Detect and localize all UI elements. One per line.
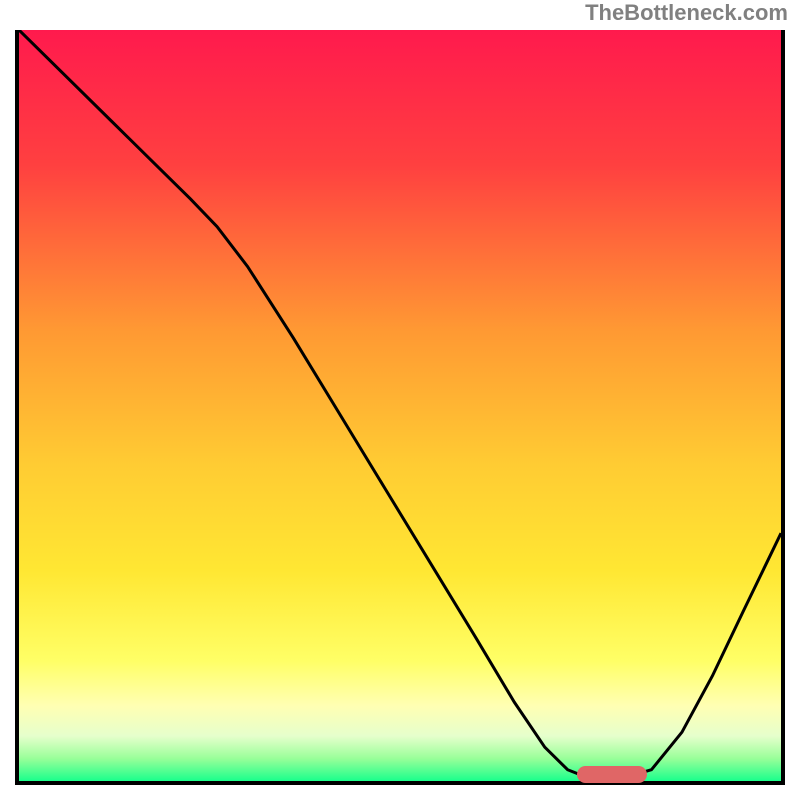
optimal-zone-marker	[577, 766, 646, 783]
attribution-text: TheBottleneck.com	[585, 0, 788, 26]
plot-frame	[15, 30, 785, 785]
curve-path	[19, 30, 781, 779]
bottleneck-curve	[19, 30, 781, 781]
